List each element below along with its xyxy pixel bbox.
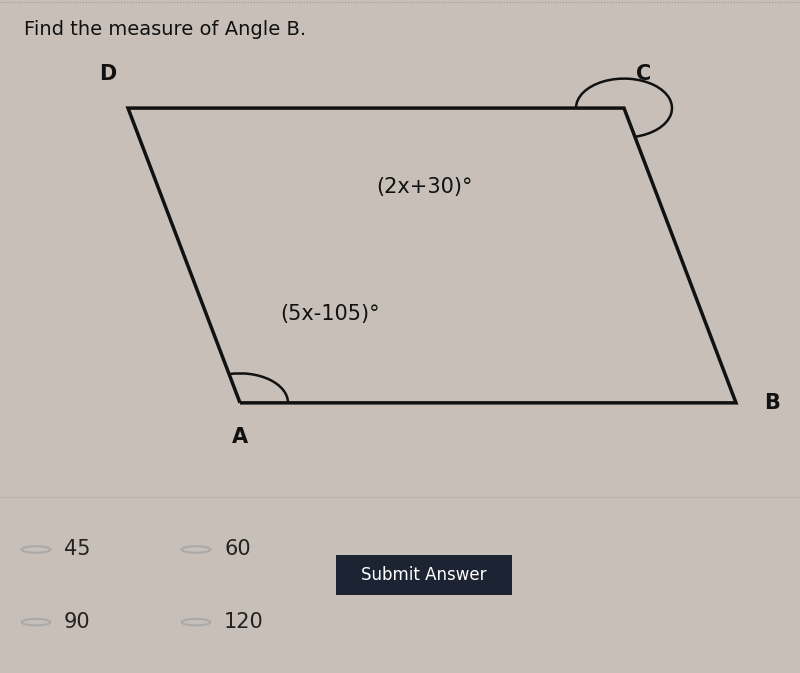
Text: (2x+30)°: (2x+30)° (376, 176, 473, 197)
Text: A: A (232, 427, 248, 448)
Text: 60: 60 (224, 540, 250, 559)
Text: D: D (98, 63, 116, 83)
Text: 120: 120 (224, 612, 264, 632)
Text: Submit Answer: Submit Answer (362, 566, 486, 584)
Text: B: B (764, 393, 780, 413)
FancyBboxPatch shape (336, 555, 512, 595)
Text: Find the measure of Angle B.: Find the measure of Angle B. (24, 20, 306, 38)
Text: C: C (636, 63, 651, 83)
Text: (5x-105)°: (5x-105)° (280, 304, 380, 324)
Text: 45: 45 (64, 540, 90, 559)
Text: 90: 90 (64, 612, 90, 632)
